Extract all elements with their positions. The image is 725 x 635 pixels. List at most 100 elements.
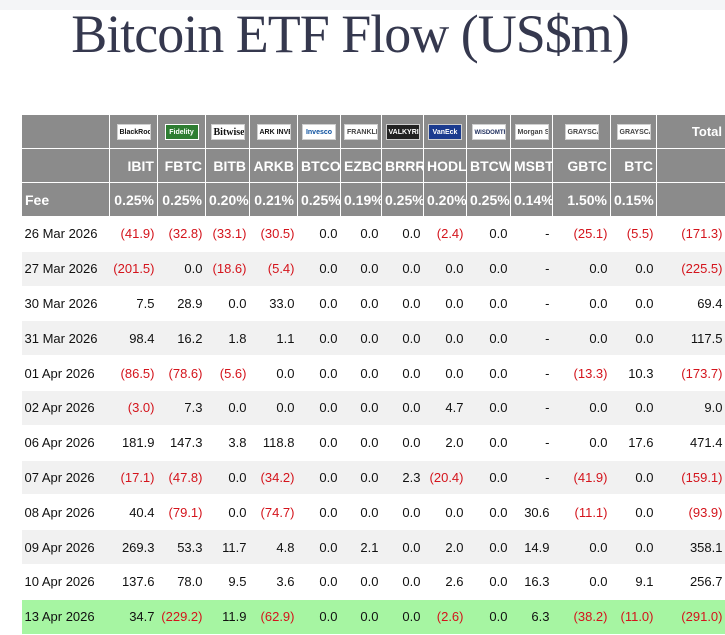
row-date: 02 Apr 2026 — [22, 390, 110, 425]
flow-cell: (11.1) — [553, 495, 611, 530]
flow-cell: 0.0 — [467, 390, 511, 425]
flow-cell: - — [511, 321, 553, 356]
flow-cell: 0.0 — [382, 286, 424, 321]
flow-cell: 3.6 — [250, 564, 298, 599]
fee-btcw: 0.25% — [467, 183, 511, 217]
flow-cell: 0.0 — [341, 564, 382, 599]
flow-cell: 0.0 — [382, 599, 424, 634]
flow-cell: 0.0 — [467, 495, 511, 530]
flow-cell: 0.0 — [467, 286, 511, 321]
flow-cell: 11.9 — [206, 599, 250, 634]
flow-cell: 0.0 — [467, 530, 511, 565]
flow-cell: 0.0 — [611, 286, 657, 321]
ticker-arkb: ARKB — [250, 149, 298, 183]
flow-cell: 33.0 — [250, 286, 298, 321]
flow-cell: (18.6) — [206, 251, 250, 286]
flow-cell: 0.0 — [467, 321, 511, 356]
row-total: (225.5) — [657, 251, 725, 286]
vaneck-logo: VanEck — [428, 124, 462, 140]
row-total: 9.0 — [657, 390, 725, 425]
flow-cell: 0.0 — [382, 390, 424, 425]
flow-cell: (3.0) — [110, 390, 158, 425]
flow-cell: - — [511, 390, 553, 425]
flow-cell: 0.0 — [553, 286, 611, 321]
flow-cell: 0.0 — [611, 530, 657, 565]
flow-cell: 0.0 — [206, 495, 250, 530]
flow-cell: 2.0 — [424, 425, 467, 460]
flow-cell: (34.2) — [250, 460, 298, 495]
flow-cell: 2.1 — [341, 530, 382, 565]
flow-cell: - — [511, 286, 553, 321]
flow-cell: 0.0 — [298, 286, 341, 321]
fidelity-logo: Fidelity — [165, 124, 199, 140]
ticker-total-blank — [657, 149, 725, 183]
flow-cell: 2.6 — [424, 564, 467, 599]
row-date: 13 Apr 2026 — [22, 599, 110, 634]
flow-cell: 0.0 — [341, 460, 382, 495]
flow-cell: 16.2 — [158, 321, 206, 356]
row-date: 30 Mar 2026 — [22, 286, 110, 321]
flow-cell: 0.0 — [611, 495, 657, 530]
flow-cell: 0.0 — [611, 390, 657, 425]
row-total: (159.1) — [657, 460, 725, 495]
row-total: (171.3) — [657, 217, 725, 252]
row-date: 27 Mar 2026 — [22, 251, 110, 286]
flow-cell: 147.3 — [158, 425, 206, 460]
flow-cell: 0.0 — [382, 530, 424, 565]
corner-cell — [22, 115, 110, 149]
flow-cell: 0.0 — [424, 356, 467, 391]
flow-cell: 0.0 — [206, 460, 250, 495]
flow-cell: 6.3 — [511, 599, 553, 634]
row-date: 06 Apr 2026 — [22, 425, 110, 460]
flow-cell: 4.8 — [250, 530, 298, 565]
row-total: (173.7) — [657, 356, 725, 391]
ticker-fbtc: FBTC — [158, 149, 206, 183]
flow-cell: (5.4) — [250, 251, 298, 286]
flow-cell: (2.6) — [424, 599, 467, 634]
flow-cell: 0.0 — [298, 564, 341, 599]
flow-cell: 0.0 — [341, 599, 382, 634]
flow-cell: 0.0 — [341, 495, 382, 530]
flow-cell: 181.9 — [110, 425, 158, 460]
fee-fbtc: 0.25% — [158, 183, 206, 217]
fee-row: Fee 0.25%0.25%0.20%0.21%0.25%0.19%0.25%0… — [22, 183, 725, 217]
flow-cell: 0.0 — [382, 425, 424, 460]
flow-cell: 0.0 — [611, 251, 657, 286]
fee-ibit: 0.25% — [110, 183, 158, 217]
flow-cell: (201.5) — [110, 251, 158, 286]
ticker-corner — [22, 149, 110, 183]
fee-bitb: 0.20% — [206, 183, 250, 217]
row-total: (291.0) — [657, 599, 725, 634]
ticker-bitb: BITB — [206, 149, 250, 183]
flow-cell: 0.0 — [298, 425, 341, 460]
flow-cell: 28.9 — [158, 286, 206, 321]
flow-cell: 78.0 — [158, 564, 206, 599]
flow-cell: (229.2) — [158, 599, 206, 634]
flow-cell: 0.0 — [341, 356, 382, 391]
flow-cell: 0.0 — [467, 251, 511, 286]
flow-cell: 34.7 — [110, 599, 158, 634]
flow-cell: 0.0 — [553, 251, 611, 286]
flow-cell: 0.0 — [341, 251, 382, 286]
fee-ezbc: 0.19% — [341, 183, 382, 217]
flow-cell: 0.0 — [382, 564, 424, 599]
row-date: 09 Apr 2026 — [22, 530, 110, 565]
flow-cell: 9.1 — [611, 564, 657, 599]
flow-cell: 0.0 — [467, 217, 511, 252]
flow-cell: 0.0 — [250, 390, 298, 425]
flow-cell: - — [511, 425, 553, 460]
flow-cell: 0.0 — [341, 321, 382, 356]
flow-cell: 0.0 — [424, 495, 467, 530]
flow-cell: 0.0 — [341, 217, 382, 252]
blackrock-logo: BlackRock — [117, 124, 151, 140]
fee-gbtc: 1.50% — [553, 183, 611, 217]
flow-cell: 10.3 — [611, 356, 657, 391]
